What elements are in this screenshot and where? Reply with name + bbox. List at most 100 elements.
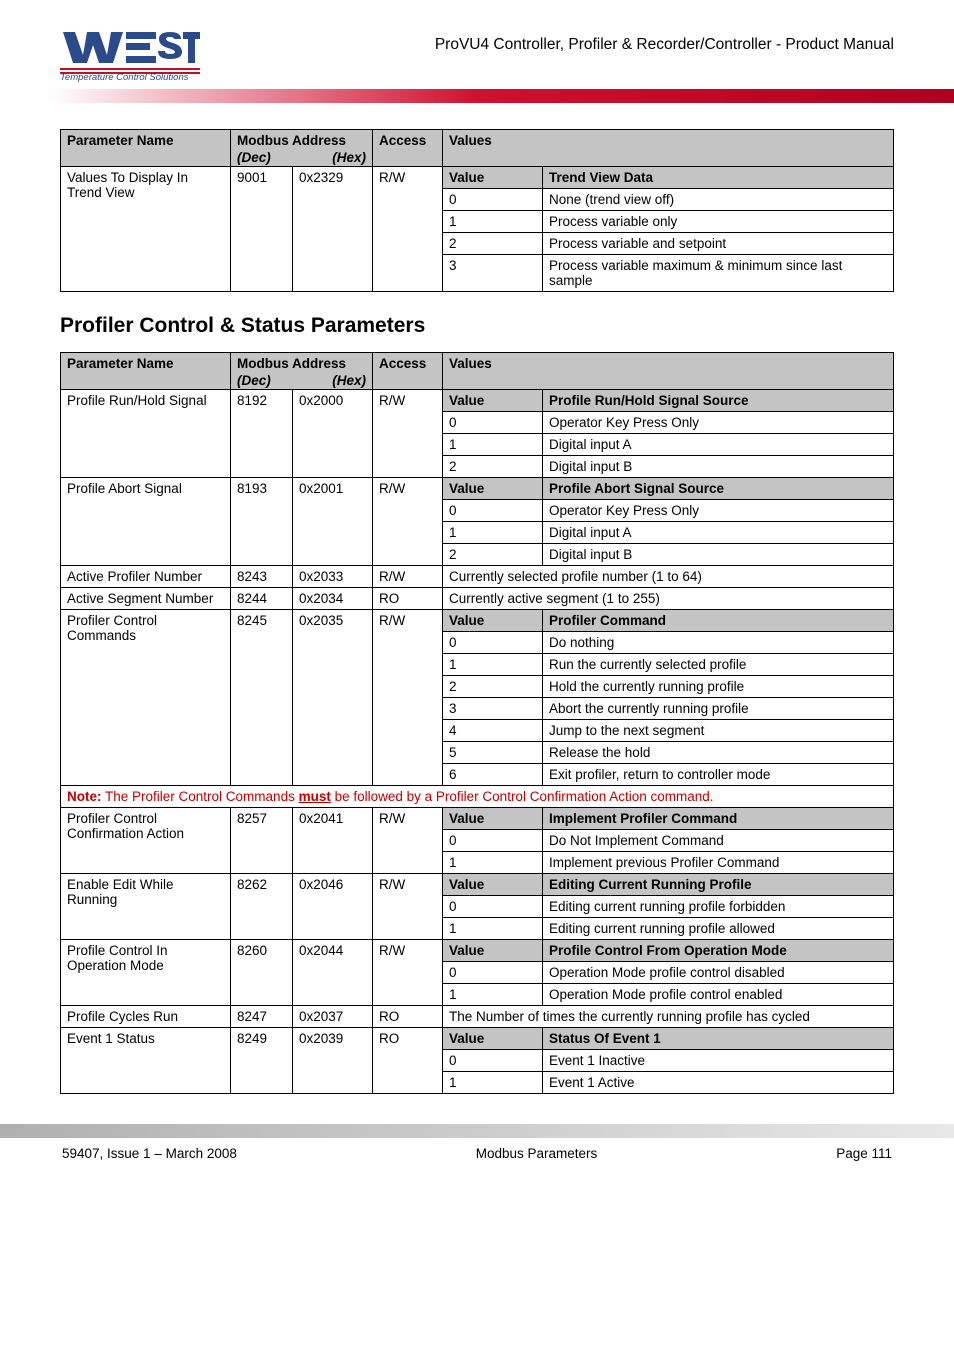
value-desc-cell: Digital input B bbox=[543, 456, 894, 478]
value-code-cell: 1 bbox=[443, 918, 543, 940]
param-hex-cell: 0x2039 bbox=[293, 1028, 373, 1094]
value-header-left: Value bbox=[443, 478, 543, 500]
col-access: Access bbox=[373, 130, 443, 167]
col-values: Values bbox=[443, 130, 894, 167]
trend-view-table: Parameter Name Modbus Address (Dec) (Hex… bbox=[60, 129, 894, 292]
value-header-right: Profile Run/Hold Signal Source bbox=[543, 390, 894, 412]
value-code-cell: 1 bbox=[443, 522, 543, 544]
param-dec-cell: 8257 bbox=[231, 808, 293, 874]
header-text: Parameter Name bbox=[67, 356, 174, 371]
param-dec-cell: 8262 bbox=[231, 874, 293, 940]
param-name-cell: Values To Display In Trend View bbox=[61, 167, 231, 292]
value-code-cell: 1 bbox=[443, 984, 543, 1006]
sub-hex: (Hex) bbox=[332, 373, 366, 388]
note-cell: Note: The Profiler Control Commands must… bbox=[61, 786, 894, 808]
param-access-cell: R/W bbox=[373, 610, 443, 786]
value-desc-cell: Editing current running profile allowed bbox=[543, 918, 894, 940]
param-hex-cell: 0x2000 bbox=[293, 390, 373, 478]
param-name-cell: Enable Edit While Running bbox=[61, 874, 231, 940]
value-desc-cell: Operation Mode profile control enabled bbox=[543, 984, 894, 1006]
param-name-cell: Profiler Control Confirmation Action bbox=[61, 808, 231, 874]
value-header-left: Value bbox=[443, 390, 543, 412]
param-hex-cell: 0x2037 bbox=[293, 1006, 373, 1028]
header-text: Modbus Address bbox=[237, 133, 346, 148]
value-code-cell: 1 bbox=[443, 211, 543, 233]
value-code-cell: 2 bbox=[443, 456, 543, 478]
value-code-cell: 1 bbox=[443, 1072, 543, 1094]
param-name-cell: Profile Cycles Run bbox=[61, 1006, 231, 1028]
value-desc-cell: Run the currently selected profile bbox=[543, 654, 894, 676]
value-desc-cell: Digital input A bbox=[543, 522, 894, 544]
document-title: ProVU4 Controller, Profiler & Recorder/C… bbox=[435, 36, 894, 54]
value-code-cell: 2 bbox=[443, 233, 543, 255]
param-dec-cell: 8249 bbox=[231, 1028, 293, 1094]
param-access-cell: R/W bbox=[373, 940, 443, 1006]
header-text: Values bbox=[449, 356, 492, 371]
param-access-cell: RO bbox=[373, 1028, 443, 1094]
table-row: Enable Edit While Running82620x2046R/WVa… bbox=[61, 874, 894, 896]
value-code-cell: 0 bbox=[443, 830, 543, 852]
table-row: Profile Run/Hold Signal81920x2000R/WValu… bbox=[61, 390, 894, 412]
sub-hex: (Hex) bbox=[332, 150, 366, 165]
param-access-cell: RO bbox=[373, 588, 443, 610]
value-header-left: Value bbox=[443, 808, 543, 830]
col-values: Values bbox=[443, 353, 894, 390]
west-logo-icon bbox=[60, 30, 200, 74]
page: Temperature Control Solutions ProVU4 Con… bbox=[0, 0, 954, 1201]
param-dec-cell: 8245 bbox=[231, 610, 293, 786]
value-header-right: Profiler Command bbox=[543, 610, 894, 632]
footer-center: Modbus Parameters bbox=[476, 1146, 598, 1161]
header-red-bar bbox=[0, 89, 954, 103]
table-row: Profiler Control Commands82450x2035R/WVa… bbox=[61, 610, 894, 632]
header-text: Access bbox=[379, 356, 426, 371]
value-desc-cell: Operator Key Press Only bbox=[543, 500, 894, 522]
value-desc-cell: Editing current running profile forbidde… bbox=[543, 896, 894, 918]
col-parameter-name: Parameter Name bbox=[61, 130, 231, 167]
value-code-cell: 0 bbox=[443, 1050, 543, 1072]
section-title: Profiler Control & Status Parameters bbox=[60, 314, 894, 338]
col-modbus-address: Modbus Address (Dec) (Hex) bbox=[231, 353, 373, 390]
value-header-right: Status Of Event 1 bbox=[543, 1028, 894, 1050]
value-code-cell: 6 bbox=[443, 764, 543, 786]
note-row: Note: The Profiler Control Commands must… bbox=[61, 786, 894, 808]
value-desc-cell: Hold the currently running profile bbox=[543, 676, 894, 698]
param-name-cell: Profile Abort Signal bbox=[61, 478, 231, 566]
param-hex-cell: 0x2033 bbox=[293, 566, 373, 588]
param-hex-cell: 0x2329 bbox=[293, 167, 373, 292]
value-code-cell: 4 bbox=[443, 720, 543, 742]
value-desc-cell: Process variable and setpoint bbox=[543, 233, 894, 255]
table-header-row: Parameter Name Modbus Address (Dec) (Hex… bbox=[61, 353, 894, 390]
col-access: Access bbox=[373, 353, 443, 390]
page-header: Temperature Control Solutions ProVU4 Con… bbox=[60, 30, 894, 83]
param-dec-cell: 8243 bbox=[231, 566, 293, 588]
col-parameter-name: Parameter Name bbox=[61, 353, 231, 390]
value-header-right: Editing Current Running Profile bbox=[543, 874, 894, 896]
value-header-left: Value bbox=[443, 874, 543, 896]
table-row: Profile Cycles Run82470x2037ROThe Number… bbox=[61, 1006, 894, 1028]
param-span-cell: Currently active segment (1 to 255) bbox=[443, 588, 894, 610]
col-modbus-address: Modbus Address (Dec) (Hex) bbox=[231, 130, 373, 167]
value-desc-cell: Abort the currently running profile bbox=[543, 698, 894, 720]
value-desc-cell: Process variable only bbox=[543, 211, 894, 233]
value-header-left: Value bbox=[443, 1028, 543, 1050]
param-dec-cell: 8192 bbox=[231, 390, 293, 478]
param-span-cell: Currently selected profile number (1 to … bbox=[443, 566, 894, 588]
param-name-cell: Active Profiler Number bbox=[61, 566, 231, 588]
value-desc-cell: Process variable maximum & minimum since… bbox=[543, 255, 894, 292]
logo-tagline: Temperature Control Solutions bbox=[60, 72, 189, 83]
value-header-left: Value bbox=[443, 167, 543, 189]
value-desc-cell: Operation Mode profile control disabled bbox=[543, 962, 894, 984]
value-header-left: Value bbox=[443, 610, 543, 632]
value-desc-cell: Jump to the next segment bbox=[543, 720, 894, 742]
param-dec-cell: 9001 bbox=[231, 167, 293, 292]
value-desc-cell: Event 1 Active bbox=[543, 1072, 894, 1094]
header-text: Parameter Name bbox=[67, 133, 174, 148]
value-code-cell: 0 bbox=[443, 500, 543, 522]
sub-dec: (Dec) bbox=[237, 150, 271, 165]
value-desc-cell: Do Not Implement Command bbox=[543, 830, 894, 852]
value-code-cell: 2 bbox=[443, 544, 543, 566]
value-code-cell: 1 bbox=[443, 852, 543, 874]
table-row: Values To Display In Trend View90010x232… bbox=[61, 167, 894, 189]
value-desc-cell: Event 1 Inactive bbox=[543, 1050, 894, 1072]
logo-block: Temperature Control Solutions bbox=[60, 30, 200, 83]
